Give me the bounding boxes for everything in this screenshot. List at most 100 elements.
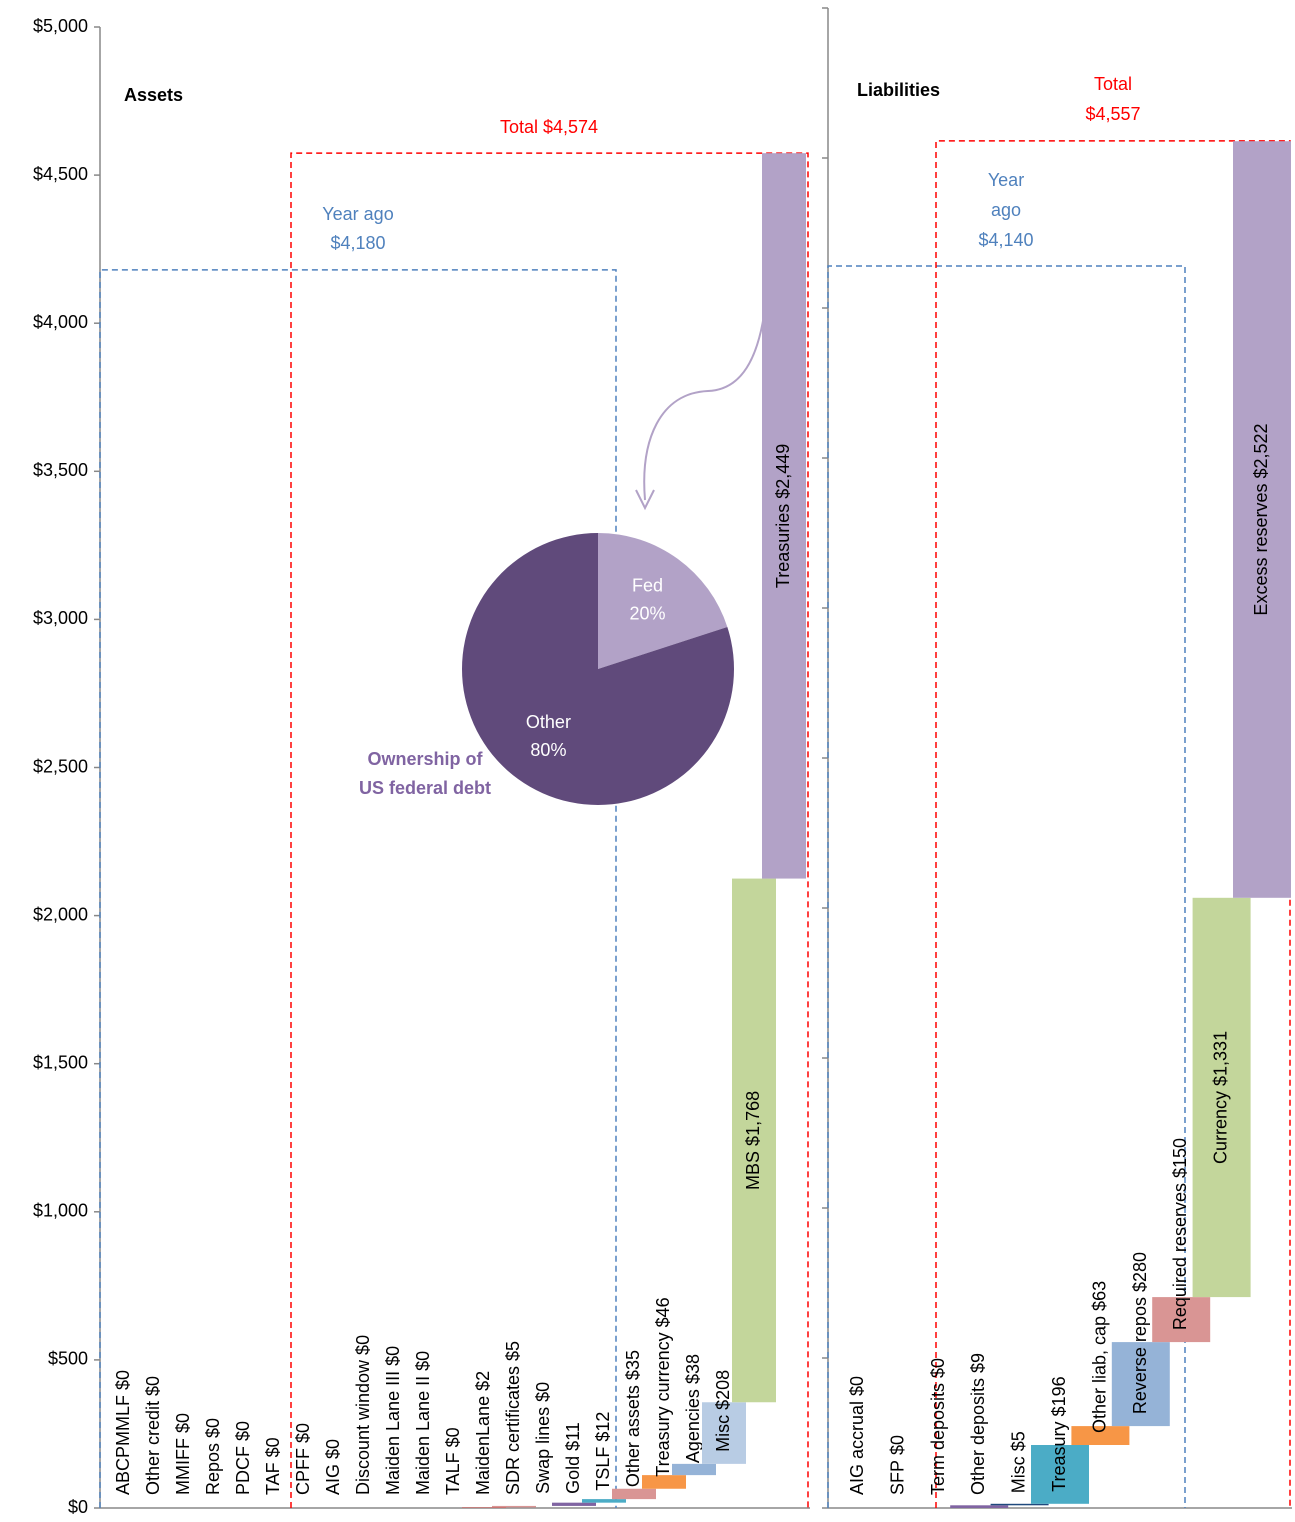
bar-label: Discount window $0 xyxy=(353,1335,373,1495)
category-name: MaidenLane xyxy=(473,1396,493,1495)
value-label: $0 xyxy=(443,1427,463,1447)
bar-label: Misc $5 xyxy=(1008,1431,1028,1493)
year-ago-label: Year ago xyxy=(322,204,393,224)
category-name: Discount window xyxy=(353,1359,373,1495)
value-label: $208 xyxy=(713,1370,733,1410)
bar xyxy=(1071,1426,1130,1445)
y-tick-label: $0 xyxy=(68,1497,88,1517)
value-label: $196 xyxy=(1049,1376,1069,1416)
value-label: $1,768 xyxy=(743,1091,763,1146)
value-label: $0 xyxy=(113,1370,133,1390)
bar-label: Treasury currency $46 xyxy=(653,1297,673,1476)
y-tick-label: $4,000 xyxy=(33,312,88,332)
value-label: $0 xyxy=(533,1382,553,1402)
year-ago-label: Year xyxy=(988,170,1024,190)
value-label: $5 xyxy=(503,1341,523,1361)
value-label: $35 xyxy=(623,1350,643,1380)
year-ago-box xyxy=(99,269,617,1508)
category-name: PDCF xyxy=(233,1446,253,1495)
bar-label: Required reserves $150 xyxy=(1170,1138,1190,1330)
bar-label: Currency $1,331 xyxy=(1210,1031,1230,1164)
value-label: $63 xyxy=(1089,1281,1109,1311)
category-name: AIG xyxy=(323,1464,343,1495)
category-name: Misc xyxy=(1008,1456,1028,1493)
bar-label: ABCPMMLF $0 xyxy=(113,1370,133,1495)
year-ago-label: $4,180 xyxy=(330,233,385,253)
bar-label: Excess reserves $2,522 xyxy=(1251,423,1271,615)
bar-label: Other assets $35 xyxy=(623,1350,643,1487)
bar-label: MMIFF $0 xyxy=(173,1413,193,1495)
y-tick-label: $3,500 xyxy=(33,460,88,480)
value-label: $0 xyxy=(233,1421,253,1441)
bar xyxy=(950,1505,1009,1508)
bar-label: Reverse repos $280 xyxy=(1130,1252,1150,1414)
value-label: $2,449 xyxy=(773,444,793,499)
value-label: $0 xyxy=(323,1439,343,1459)
value-label: $5 xyxy=(1008,1431,1028,1451)
category-name: Treasuries xyxy=(773,504,793,588)
value-label: $38 xyxy=(683,1354,703,1384)
bar xyxy=(1192,897,1251,1298)
category-name: Misc xyxy=(713,1415,733,1452)
category-name: SDR certificates xyxy=(503,1366,523,1495)
bar-label: Misc $208 xyxy=(713,1370,733,1452)
pie-title: US federal debt xyxy=(359,778,491,798)
bar-label: AIG accrual $0 xyxy=(847,1376,867,1495)
category-name: Reverse repos xyxy=(1130,1297,1150,1414)
pie-slice xyxy=(598,533,728,669)
value-label: $1,331 xyxy=(1210,1031,1230,1086)
panel-title: Liabilities xyxy=(857,80,940,100)
value-label: $0 xyxy=(353,1335,373,1355)
value-label: $0 xyxy=(293,1423,313,1443)
bar-label: Agencies $38 xyxy=(683,1354,703,1463)
bar-label: TSLF $12 xyxy=(593,1412,613,1491)
bar-label: TALF $0 xyxy=(443,1427,463,1495)
value-label: $0 xyxy=(173,1413,193,1433)
total-label: $4,557 xyxy=(1085,104,1140,124)
bar xyxy=(672,1463,716,1476)
bar-label: Treasury $196 xyxy=(1049,1376,1069,1491)
arrow-head xyxy=(635,489,655,511)
value-label: $280 xyxy=(1130,1252,1150,1292)
bar-label: MaidenLane $2 xyxy=(473,1371,493,1495)
category-name: CPFF xyxy=(293,1448,313,1495)
value-label: $0 xyxy=(263,1437,283,1457)
category-name: TAF xyxy=(263,1462,283,1495)
y-tick-label: $2,500 xyxy=(33,756,88,776)
value-label: $9 xyxy=(968,1353,988,1373)
value-label: $2,522 xyxy=(1251,423,1271,478)
value-label: $46 xyxy=(653,1297,673,1327)
y-tick-label: $4,500 xyxy=(33,164,88,184)
category-name: AIG accrual xyxy=(847,1401,867,1495)
value-label: $2 xyxy=(473,1371,493,1391)
bar xyxy=(762,153,806,879)
y-tick-label: $3,000 xyxy=(33,608,88,628)
bar-label: PDCF $0 xyxy=(233,1421,253,1495)
bar-label: AIG $0 xyxy=(323,1439,343,1495)
category-name: Other deposits xyxy=(968,1378,988,1495)
bar xyxy=(702,1402,746,1464)
y-tick-label: $5,000 xyxy=(33,16,88,36)
slice-name: Other xyxy=(526,712,571,732)
bar xyxy=(732,878,776,1403)
bar xyxy=(612,1488,656,1500)
year-ago-box xyxy=(827,265,1186,1508)
y-tick-label: $2,000 xyxy=(33,904,88,924)
bar xyxy=(492,1505,536,1508)
bar-label: SFP $0 xyxy=(887,1435,907,1495)
y-tick-label: $1,500 xyxy=(33,1052,88,1072)
bar-label: Treasuries $2,449 xyxy=(773,444,793,588)
category-name: Other credit xyxy=(143,1401,163,1495)
category-name: Term deposits xyxy=(928,1383,948,1495)
bar xyxy=(1233,141,1291,898)
bar-label: SDR certificates $5 xyxy=(503,1341,523,1495)
bar xyxy=(1111,1342,1170,1427)
bar-label: Other credit $0 xyxy=(143,1376,163,1495)
bar-label: Other deposits $9 xyxy=(968,1353,988,1495)
bar-label: CPFF $0 xyxy=(293,1423,313,1495)
value-label: $0 xyxy=(887,1435,907,1455)
bar xyxy=(1031,1445,1089,1504)
category-name: SFP xyxy=(887,1460,907,1495)
category-name: Repos xyxy=(203,1443,223,1495)
bar-label: Maiden Lane III $0 xyxy=(383,1346,403,1495)
